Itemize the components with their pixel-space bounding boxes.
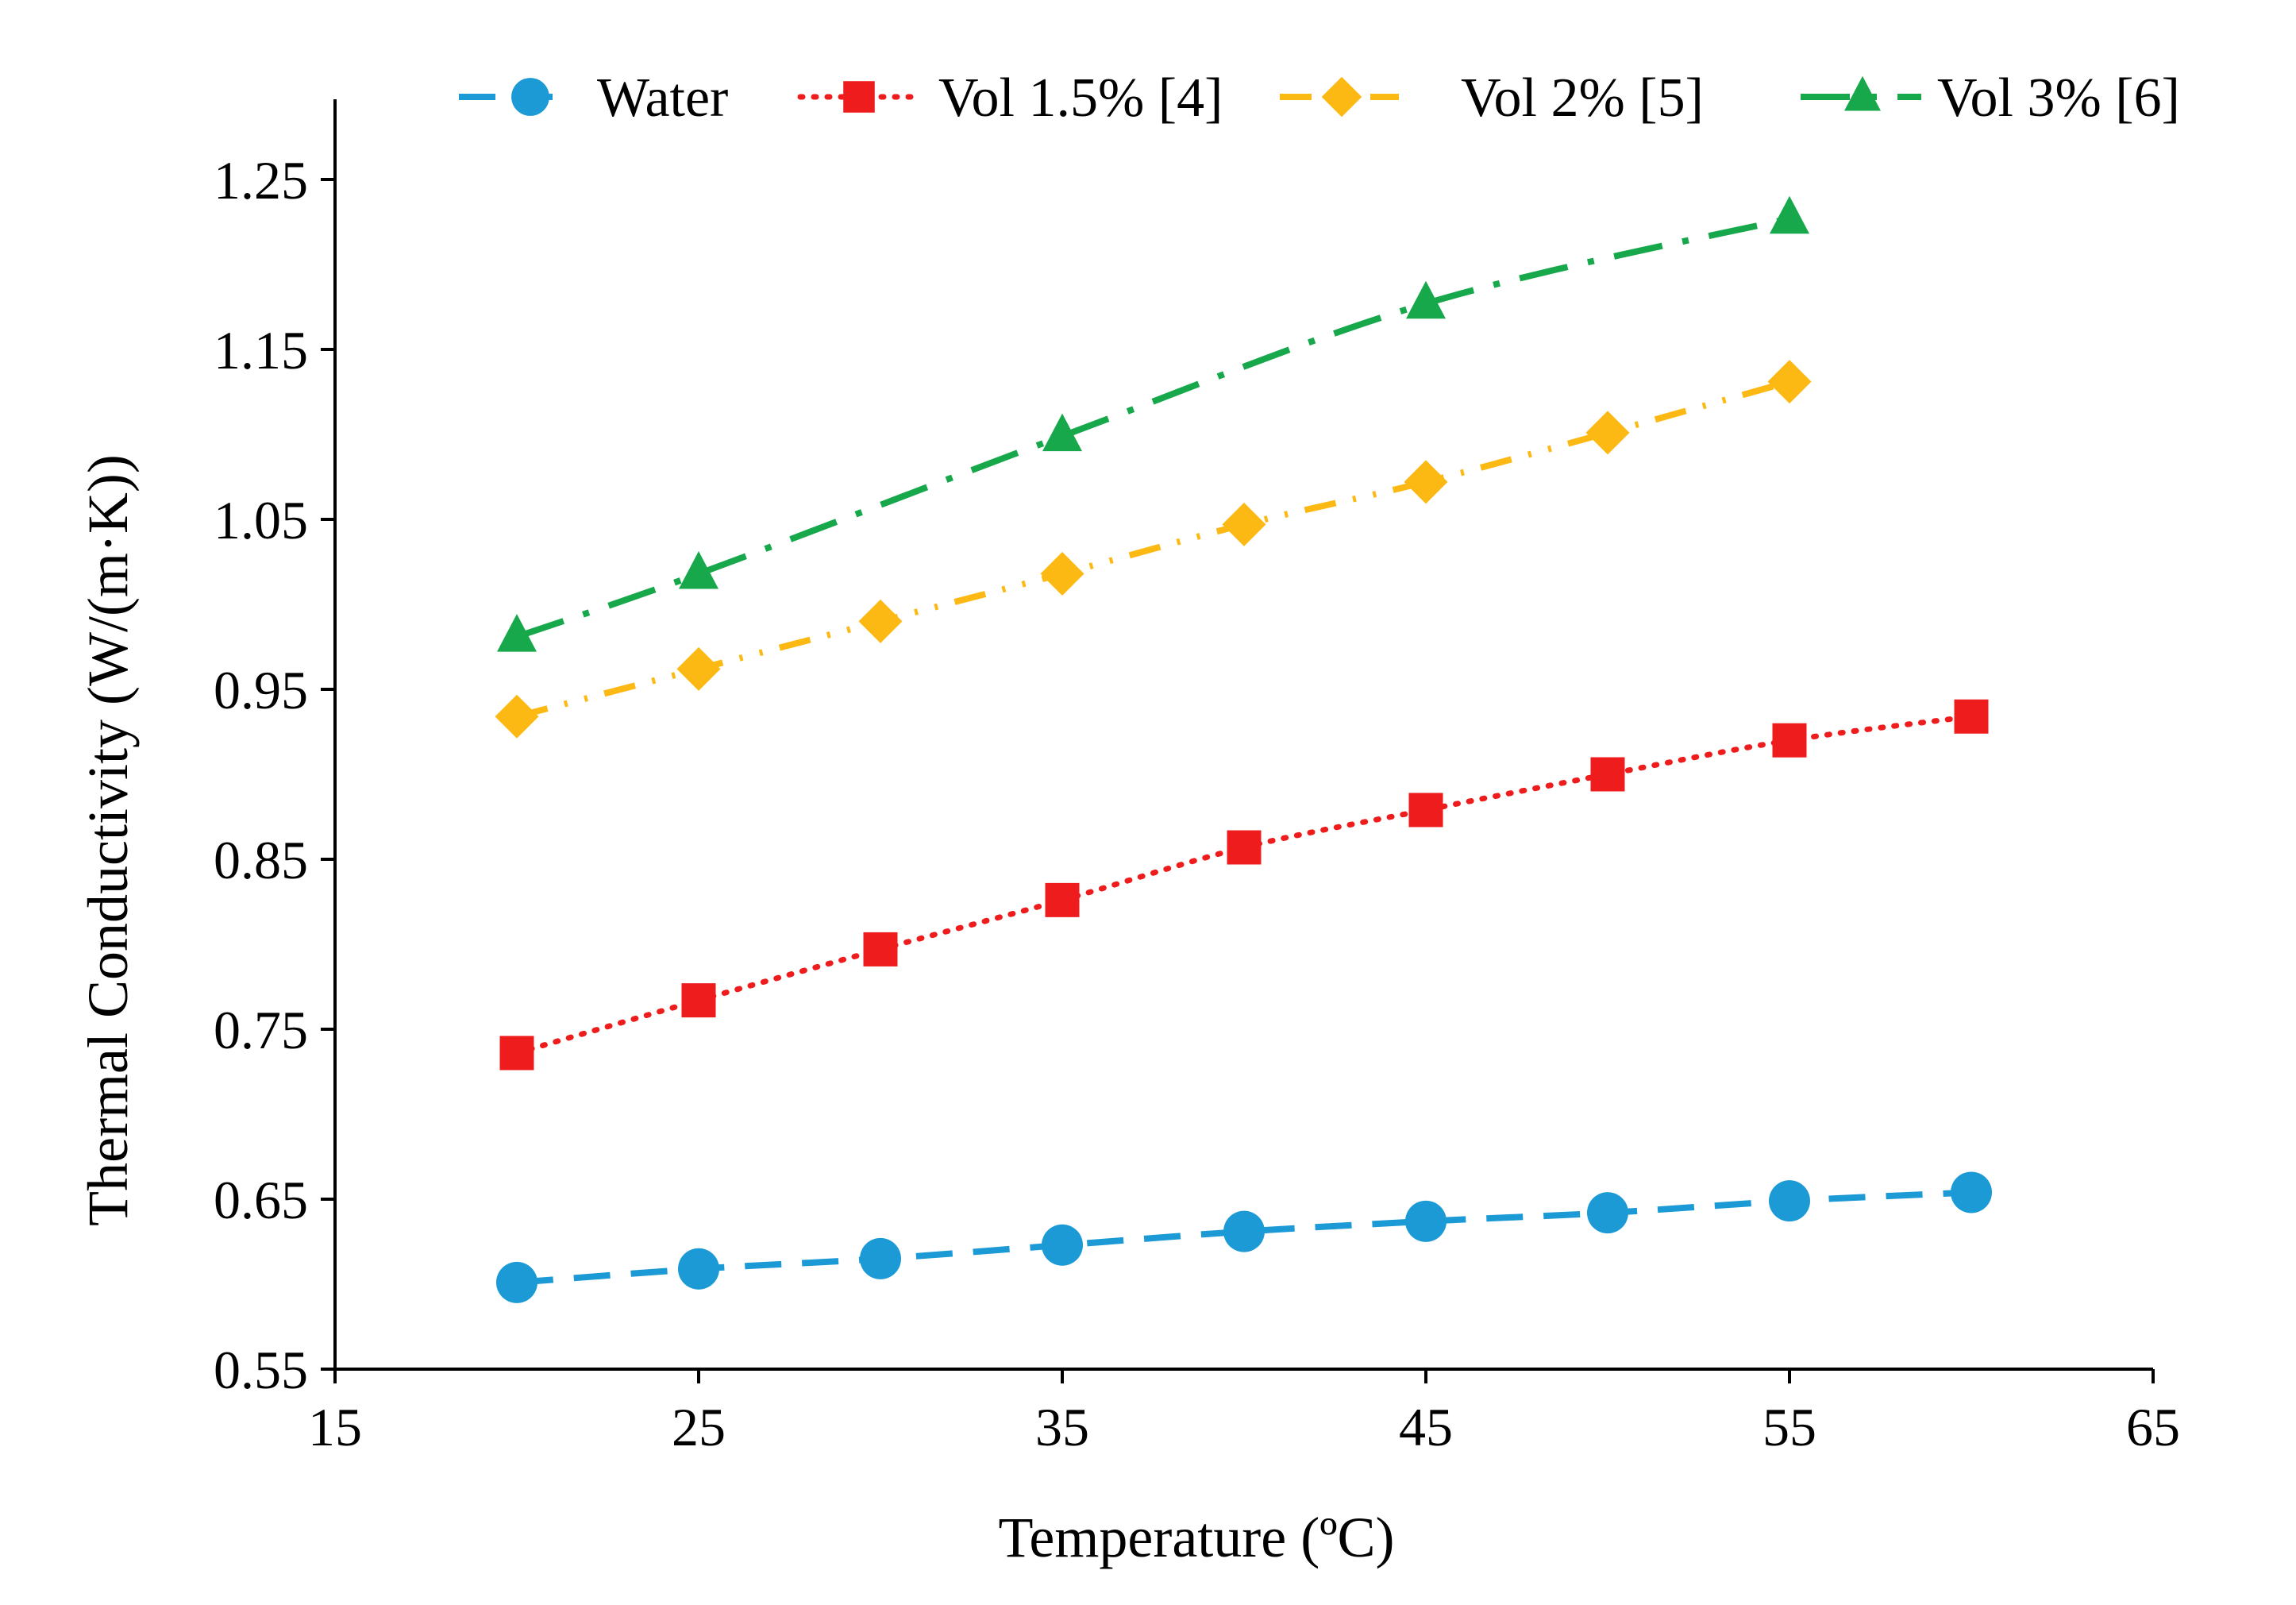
y-tick-label: 0.75: [214, 1000, 308, 1060]
y-tick-label: 0.55: [214, 1340, 308, 1400]
diamond-marker: [1321, 76, 1362, 118]
legend-entry-3: Vol 2% [5]: [1280, 68, 1704, 129]
series-line: [514, 713, 1974, 1056]
circle-marker: [1223, 1210, 1265, 1252]
y-tick-label: 1.05: [214, 490, 308, 550]
series-2: [499, 699, 1989, 1071]
axes: 0.55 0.65 0.75 0.85 0.95 1.05 1.15 1.25 15 25 35 45…: [214, 99, 2180, 1457]
diamond-marker: [1222, 502, 1266, 546]
series-1: [496, 1171, 1992, 1303]
circle-marker: [1042, 1224, 1083, 1266]
circle-marker: [678, 1248, 719, 1290]
series-3: [495, 360, 1812, 739]
square-marker: [681, 983, 716, 1018]
square-marker: [1954, 699, 1989, 734]
circle-marker: [860, 1237, 901, 1279]
triangle-marker: [1770, 195, 1809, 234]
square-marker: [1772, 723, 1807, 758]
diamond-marker: [1767, 360, 1812, 404]
square-marker: [499, 1036, 534, 1071]
square-marker: [1227, 830, 1262, 865]
legend-label: Vol 1.5% [4]: [938, 68, 1223, 129]
y-tick-label: 1.15: [214, 320, 308, 380]
square-marker: [863, 932, 898, 966]
x-tick-label: 25: [672, 1397, 726, 1457]
circle-marker: [511, 78, 549, 116]
triangle-marker: [679, 550, 718, 589]
diamond-marker: [495, 694, 539, 739]
series-line: [516, 1189, 1972, 1286]
series-line: [515, 215, 1790, 640]
circle-marker: [1405, 1200, 1447, 1242]
diamond-marker: [1040, 551, 1084, 596]
diamond-marker: [1585, 411, 1630, 455]
diamond-marker: [1404, 460, 1448, 504]
diamond-marker: [858, 599, 903, 643]
x-tick-label: 55: [1762, 1397, 1816, 1457]
y-tick-label: 0.85: [214, 830, 308, 890]
legend: Water Vol 1.5% [4] Vol 2% [5] Vol 3% [6]: [459, 68, 2180, 129]
triangle-marker: [1844, 75, 1881, 111]
triangle-marker: [1406, 280, 1446, 319]
series-4: [497, 195, 1809, 652]
series-layer: [495, 195, 1992, 1303]
series-line: [515, 378, 1791, 720]
square-marker: [843, 81, 875, 113]
circle-marker: [496, 1261, 537, 1303]
y-tick-label: 0.95: [214, 660, 308, 720]
legend-entry-2: Vol 1.5% [4]: [797, 68, 1223, 129]
legend-label: Water: [597, 68, 728, 129]
circle-marker: [1951, 1171, 1992, 1213]
triangle-marker: [497, 614, 537, 652]
x-tick-label: 15: [308, 1397, 362, 1457]
y-tick-label: 1.25: [214, 150, 308, 210]
triangle-marker: [1042, 413, 1082, 452]
x-tick-label: 45: [1399, 1397, 1453, 1457]
circle-marker: [1587, 1192, 1628, 1234]
square-marker: [1045, 882, 1080, 917]
diamond-marker: [676, 646, 721, 691]
x-axis-title: Temperature (ºC): [998, 1506, 1394, 1569]
legend-entry-4: Vol 3% [6]: [1801, 68, 2180, 129]
legend-label: Vol 2% [5]: [1461, 68, 1704, 129]
circle-marker: [1769, 1180, 1810, 1222]
y-axis-title: Thermal Conductivity (W/(m·K)): [76, 454, 140, 1226]
legend-entry-1: Water: [459, 68, 728, 129]
square-marker: [1590, 757, 1625, 792]
square-marker: [1408, 793, 1443, 828]
y-tick-label: 0.65: [214, 1170, 308, 1230]
x-tick-label: 35: [1035, 1397, 1089, 1457]
x-tick-label: 65: [2126, 1397, 2180, 1457]
legend-label: Vol 3% [6]: [1937, 68, 2180, 129]
